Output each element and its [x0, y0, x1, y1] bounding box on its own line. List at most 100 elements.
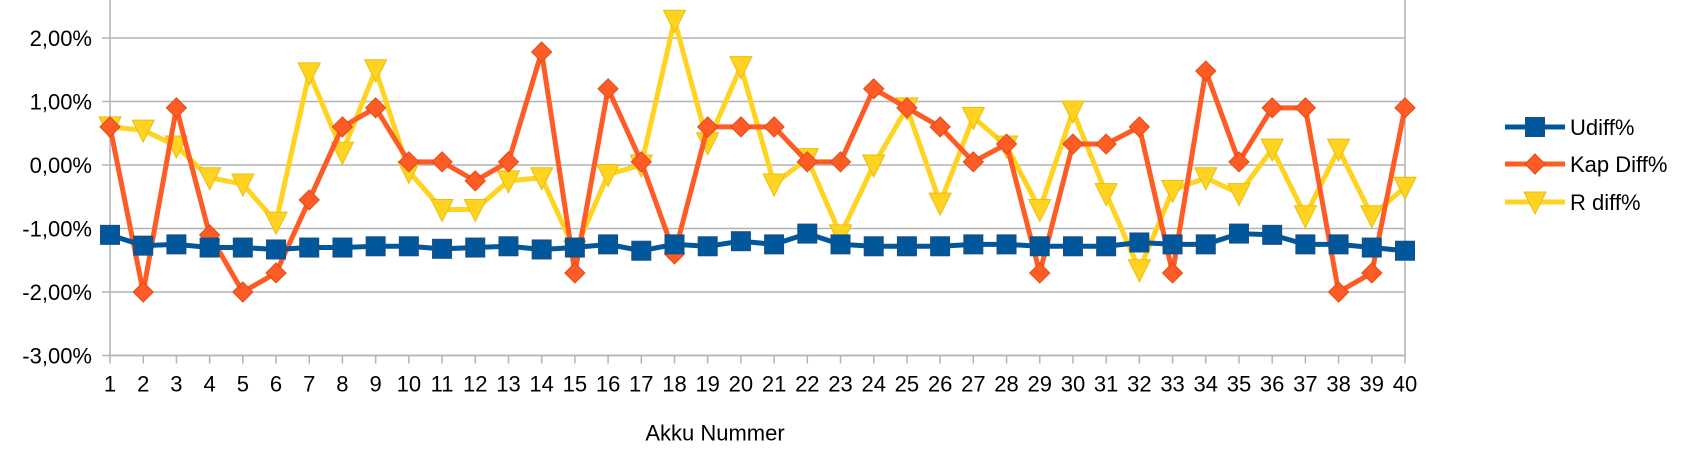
- series-diamond: [99, 41, 1416, 303]
- data-point: [1195, 60, 1217, 82]
- data-point: [631, 240, 652, 261]
- data-point: [463, 198, 488, 223]
- x-tick-labels: 1 2 3 4 5 6 7 8 9 10 11 12 13 14 15 16 17 18 19 20 21 22 23 24 2…: [104, 372, 1417, 397]
- data-point: [597, 78, 619, 100]
- data-point: [1262, 224, 1283, 245]
- data-point: [530, 41, 553, 63]
- data-point: [330, 141, 355, 166]
- x-tick-label: 19: [695, 372, 719, 397]
- data-point: [664, 234, 685, 255]
- data-point: [1327, 281, 1350, 303]
- data-point: [297, 62, 322, 87]
- legend-label: Kap Diff%: [1570, 152, 1667, 177]
- x-tick-label: 24: [861, 372, 885, 397]
- x-tick-label: 4: [203, 372, 215, 397]
- data-point: [1193, 167, 1218, 191]
- data-point: [764, 234, 785, 255]
- axes: [109, 0, 1406, 364]
- data-point: [1094, 183, 1118, 207]
- x-tick-label: 23: [828, 372, 852, 397]
- data-point: [1128, 116, 1151, 138]
- data-point: [928, 192, 952, 217]
- data-point: [896, 97, 918, 119]
- data-point: [331, 116, 354, 138]
- x-tick-label: 12: [463, 372, 487, 397]
- data-point: [531, 239, 552, 260]
- data-point: [1228, 151, 1250, 173]
- x-tick-label: 8: [336, 372, 348, 397]
- legend-label: R diff%: [1570, 190, 1641, 215]
- data-point: [165, 97, 188, 119]
- data-point: [1127, 259, 1152, 283]
- data-point: [930, 236, 951, 257]
- data-point: [363, 59, 388, 83]
- data-point: [431, 151, 453, 173]
- data-point: [1027, 198, 1052, 223]
- x-tick-label: 34: [1194, 372, 1218, 397]
- data-point: [863, 236, 884, 257]
- data-point: [465, 237, 486, 258]
- data-point: [564, 237, 585, 258]
- data-point: [963, 234, 984, 255]
- data-point: [464, 170, 486, 192]
- data-point: [232, 281, 254, 303]
- data-point: [132, 281, 154, 303]
- x-tick-label: 2: [137, 372, 149, 397]
- legend-entry: Kap Diff%: [1505, 152, 1667, 177]
- x-tick-label: 33: [1160, 372, 1184, 397]
- x-tick-label: 35: [1227, 372, 1251, 397]
- data-point: [1261, 97, 1283, 119]
- data-point: [133, 235, 154, 256]
- data-point: [630, 151, 652, 173]
- data-point: [398, 151, 420, 173]
- data-point: [264, 211, 288, 236]
- legend-entry: Udiff%: [1505, 115, 1634, 140]
- series-square: [100, 223, 1415, 261]
- data-point: [1160, 179, 1185, 204]
- x-tick-label: 22: [795, 372, 819, 397]
- legend: Udiff% Kap Diff% R diff%: [1505, 115, 1667, 216]
- data-point: [100, 224, 120, 245]
- data-point: [430, 198, 454, 223]
- data-point: [1328, 234, 1349, 255]
- y-tick-label: -1,00%: [22, 217, 92, 242]
- data-point: [1095, 133, 1117, 155]
- data-point: [730, 231, 751, 252]
- y-tick-label: 0,00%: [30, 153, 92, 178]
- y-tick-label: -3,00%: [22, 344, 92, 369]
- data-point: [829, 151, 852, 173]
- x-tick-label: 21: [762, 372, 786, 397]
- legend-entry: R diff%: [1505, 190, 1641, 216]
- data-point: [1029, 236, 1050, 257]
- data-point: [1393, 176, 1417, 201]
- data-point: [961, 106, 986, 131]
- series-line: [109, 231, 1406, 254]
- data-point: [697, 236, 718, 257]
- data-point: [166, 234, 187, 255]
- y-tick-label: 2,00%: [30, 26, 92, 51]
- x-tick-label: 5: [237, 372, 249, 397]
- data-point: [529, 167, 554, 191]
- data-point: [1096, 236, 1117, 257]
- data-point: [364, 97, 387, 119]
- data-point: [1293, 205, 1318, 229]
- x-tick-label: 18: [662, 372, 686, 397]
- series-layer: [98, 9, 1417, 303]
- data-point: [1361, 262, 1383, 284]
- data-point: [1227, 183, 1251, 207]
- data-point: [298, 189, 320, 211]
- x-tick-label: 37: [1293, 372, 1317, 397]
- data-point: [863, 78, 885, 100]
- x-tick-label: 39: [1360, 372, 1384, 397]
- data-point: [365, 236, 386, 257]
- data-point: [1162, 234, 1183, 255]
- x-tick-label: 9: [370, 372, 382, 397]
- data-point: [662, 9, 687, 34]
- x-tick-label: 14: [529, 372, 553, 397]
- data-point: [99, 116, 121, 138]
- series-line: [107, 49, 1408, 295]
- data-point: [596, 164, 620, 188]
- legend-marker: [1524, 153, 1546, 175]
- legend-label: Udiff%: [1570, 115, 1634, 140]
- data-point: [1326, 138, 1351, 163]
